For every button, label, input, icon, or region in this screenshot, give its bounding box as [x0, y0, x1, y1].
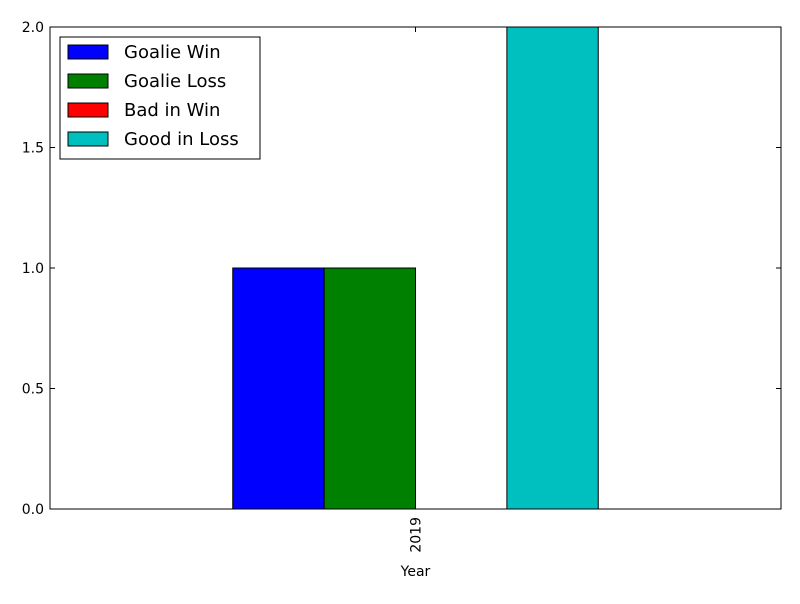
y-tick-label: 1.0: [22, 261, 44, 277]
y-tick-label: 1.5: [22, 141, 44, 157]
legend-label-goalie-win: Goalie Win: [124, 42, 221, 63]
legend-label-good-in-loss: Good in Loss: [124, 129, 239, 150]
legend-swatch-goalie-win: [67, 44, 109, 60]
legend-label-bad-in-win: Bad in Win: [124, 100, 220, 121]
legend: Goalie Win Goalie Loss Bad in Win Good in L…: [59, 36, 261, 160]
legend-label-goalie-loss: Goalie Loss: [124, 71, 226, 92]
x-tick-label: 2019: [409, 517, 425, 553]
legend-swatch-bad-in-win: [67, 102, 109, 118]
y-tick-label: 0.0: [22, 502, 44, 518]
bar-goalie-win: [232, 267, 325, 510]
bars-layer: [232, 26, 599, 510]
bar-good-in-loss: [506, 26, 599, 510]
x-axis-label: Year: [400, 564, 431, 580]
ticks-layer: 0.0 0.5 1.0 1.5 2.0 2019: [22, 20, 781, 553]
legend-swatch-goalie-loss: [67, 73, 109, 89]
y-tick-label: 2.0: [22, 20, 44, 36]
legend-swatch-good-in-loss: [67, 131, 109, 147]
bar-goalie-loss: [323, 267, 416, 510]
y-tick-label: 0.5: [22, 382, 44, 398]
